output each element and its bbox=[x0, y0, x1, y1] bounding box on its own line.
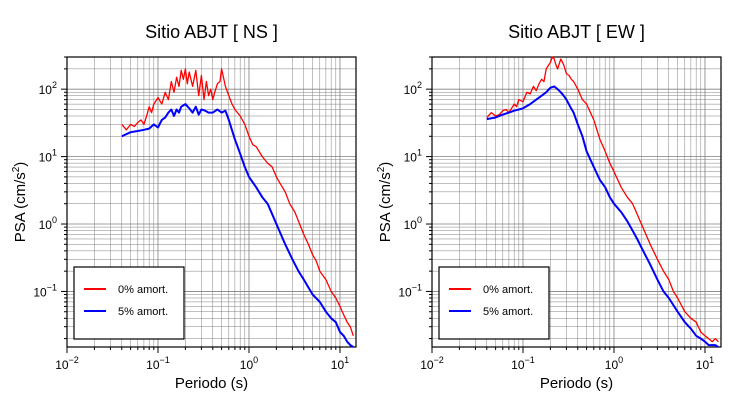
chart-title: Sitio ABJT [ EW ] bbox=[508, 22, 645, 42]
y-tick-label: 100 bbox=[404, 215, 422, 232]
x-tick-label: 101 bbox=[696, 355, 714, 372]
legend-label: 0% amort. bbox=[118, 284, 168, 296]
x-axis-label: Periodo (s) bbox=[540, 375, 613, 392]
legend-box bbox=[438, 266, 550, 340]
y-tick-label: 10−1 bbox=[33, 282, 57, 299]
x-tick-label: 10−1 bbox=[511, 355, 535, 372]
x-tick-label: 100 bbox=[605, 355, 623, 372]
y-tick-label: 10−1 bbox=[398, 282, 422, 299]
series-line-amort-0 bbox=[121, 68, 354, 337]
y-tick-label: 101 bbox=[39, 148, 57, 165]
series-line-amort-5 bbox=[121, 103, 354, 348]
chart-title: Sitio ABJT [ NS ] bbox=[145, 22, 278, 42]
legend-box bbox=[73, 266, 185, 340]
y-tick-label: 102 bbox=[404, 80, 422, 97]
plot-frame bbox=[66, 56, 357, 348]
plot-frame bbox=[431, 56, 722, 348]
x-tick-label: 101 bbox=[331, 355, 349, 372]
tick-marks bbox=[426, 56, 706, 353]
x-tick-label: 10−1 bbox=[146, 355, 170, 372]
series-line-amort-5 bbox=[486, 85, 719, 348]
chart-panel-1: 10−2 10−1 100 101 10−1 100 101 102 Sitio ABJT [ … bbox=[11, 22, 357, 392]
tick-marks bbox=[61, 56, 341, 353]
y-axis-label: PSA (cm/s2) bbox=[376, 162, 394, 243]
legend-label: 5% amort. bbox=[483, 306, 533, 318]
x-tick-label: 100 bbox=[240, 355, 258, 372]
legend: 0% amort. 5% amort. bbox=[73, 266, 185, 340]
legend-label: 5% amort. bbox=[118, 306, 168, 318]
series-line-amort-0 bbox=[486, 56, 719, 343]
legend: 0% amort. 5% amort. bbox=[438, 266, 550, 340]
x-tick-label: 10−2 bbox=[420, 355, 444, 372]
chart-panel-2: 10−2 10−1 100 101 10−1 100 101 102 Sitio ABJT [ … bbox=[376, 22, 722, 392]
legend-label: 0% amort. bbox=[483, 284, 533, 296]
y-axis-label: PSA (cm/s2) bbox=[11, 162, 29, 243]
x-tick-label: 10−2 bbox=[55, 355, 79, 372]
y-tick-label: 100 bbox=[39, 215, 57, 232]
y-tick-label: 102 bbox=[39, 80, 57, 97]
y-tick-label: 101 bbox=[404, 148, 422, 165]
x-axis-label: Periodo (s) bbox=[175, 375, 248, 392]
